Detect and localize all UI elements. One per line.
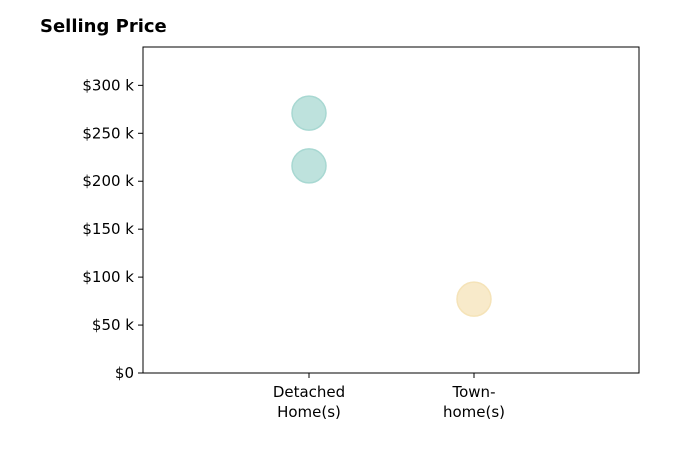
- x-tick-label: Town-home(s): [443, 383, 505, 421]
- x-axis: Detached Home(s) Town-home(s): [273, 373, 505, 421]
- y-tick-label: $250 k: [82, 124, 134, 142]
- y-tick-label: $0: [115, 364, 134, 382]
- chart-title: Selling Price: [40, 16, 167, 37]
- data-point: [291, 95, 327, 131]
- y-axis: $0 $50 k $100 k $150 k $200 k $250 k $300 k: [82, 76, 143, 382]
- y-tick-label: $200 k: [82, 172, 134, 190]
- y-tick-label: $150 k: [82, 220, 134, 238]
- y-tick-label: $300 k: [82, 76, 134, 94]
- data-point: [456, 281, 492, 317]
- data-point: [291, 148, 327, 184]
- plot-area-frame: [142, 46, 640, 374]
- x-tick-label: Detached Home(s): [273, 383, 345, 421]
- data-points: [291, 95, 492, 317]
- y-tick-label: $50 k: [92, 316, 134, 334]
- y-tick-label: $100 k: [82, 268, 134, 286]
